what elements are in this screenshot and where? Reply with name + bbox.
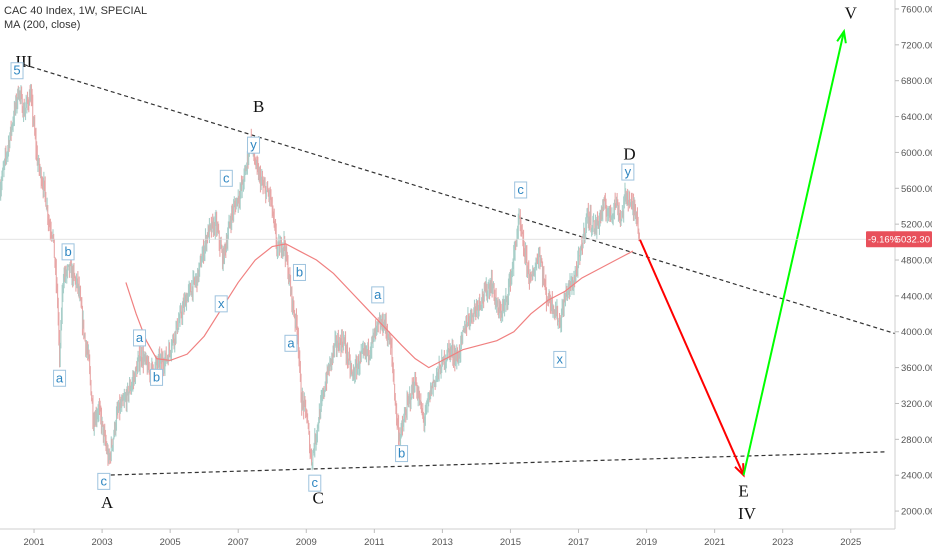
trendline-upper	[23, 63, 896, 335]
wave-label-box	[284, 334, 298, 352]
wave-label-box	[219, 169, 233, 187]
wave-label-major: E	[738, 481, 748, 500]
wave-label-minor: y	[625, 164, 632, 179]
symbol-title: CAC 40 Index, 1W, SPECIAL	[4, 5, 148, 17]
wave-label-minor: x	[218, 296, 225, 311]
x-tick-label: 2025	[840, 537, 861, 548]
wave-label-box	[53, 369, 67, 387]
y-tick-label: 2400.00	[901, 471, 932, 482]
x-tick-label: 2005	[160, 537, 181, 548]
wave-label-minor: 5	[13, 63, 20, 78]
wave-label-minor: y	[250, 137, 257, 152]
y-tick-label: 4800.00	[901, 256, 932, 267]
wave-label-minor: c	[312, 475, 319, 490]
y-tick-label: 6800.00	[901, 76, 932, 87]
wave-label-minor: b	[296, 264, 303, 279]
wave-label-minor: c	[517, 182, 524, 197]
wave-label-minor: c	[101, 473, 108, 488]
wave-label-box	[292, 263, 306, 281]
trendlines	[23, 63, 896, 476]
y-tick-label: 2000.00	[901, 507, 932, 518]
wave-label-box	[308, 474, 322, 492]
wave-label-box	[621, 163, 635, 181]
wave-label-box	[61, 243, 75, 261]
indicator-title: MA (200, close)	[4, 19, 81, 31]
x-tick-label: 2019	[636, 537, 657, 548]
wave-label-box	[553, 350, 567, 368]
x-tick-label: 2023	[772, 537, 793, 548]
price-series	[0, 83, 640, 471]
chart-legend: CAC 40 Index, 1W, SPECIAL MA (200, close…	[4, 4, 147, 32]
wave-label-box	[133, 329, 147, 347]
wave-label-minor: x	[557, 351, 564, 366]
price-tag-bg	[866, 231, 932, 248]
price-value-label: 5032.30	[896, 235, 930, 246]
wave-label-major: A	[101, 493, 114, 512]
x-tick-label: 2021	[704, 537, 725, 548]
wave-label-box	[247, 136, 261, 154]
wave-label-box	[97, 472, 111, 490]
y-tick-label: 4400.00	[901, 291, 932, 302]
wave-label-box	[214, 295, 228, 313]
projection-up-leg	[742, 31, 845, 476]
y-tick-label: 5200.00	[901, 220, 932, 231]
wave-label-major: C	[313, 489, 324, 508]
x-tick-label: 2001	[23, 537, 44, 548]
y-tick-label: 6400.00	[901, 112, 932, 123]
price-change-label: -9.16%	[868, 235, 899, 246]
wave-label-major: D	[623, 144, 635, 163]
wave-label-box	[150, 368, 164, 386]
x-tick-label: 2013	[432, 537, 453, 548]
wave-label-major: IV	[738, 504, 757, 523]
projection-down-leg	[638, 238, 745, 476]
y-tick-label: 6000.00	[901, 148, 932, 159]
wave-label-minor: a	[374, 287, 382, 302]
x-tick-label: 2017	[568, 537, 589, 548]
wave-label-box	[514, 181, 528, 199]
wave-label-box	[371, 286, 385, 304]
ma-200-line	[125, 243, 634, 369]
wave-label-minor: b	[153, 369, 160, 384]
trendline-lower	[103, 451, 885, 476]
price-axis-bg	[895, 0, 932, 550]
wave-label-minor: a	[287, 335, 295, 350]
projection-arrows	[638, 28, 847, 478]
wave-label-minor: a	[56, 370, 64, 385]
x-tick-label: 2007	[228, 537, 249, 548]
wave-label-major: V	[845, 4, 858, 23]
wave-label-minor: b	[398, 446, 405, 461]
wave-label-minor: c	[223, 170, 230, 185]
y-tick-label: 3200.00	[901, 399, 932, 410]
x-tick-label: 2015	[500, 537, 521, 548]
x-tick-label: 2011	[364, 537, 384, 548]
x-tick-label: 2003	[92, 537, 113, 548]
y-tick-label: 4000.00	[901, 327, 932, 338]
wave-label-minor: b	[64, 244, 71, 259]
y-tick-label: 5600.00	[901, 184, 932, 195]
projection-arrowhead	[836, 28, 847, 44]
y-tick-label: 3600.00	[901, 363, 932, 374]
wave-label-minor: a	[136, 330, 144, 345]
wave-label-major: B	[253, 97, 264, 116]
y-tick-label: 7600.00	[901, 4, 932, 15]
time-axis-bg	[0, 529, 932, 550]
wave-label-box	[10, 62, 24, 80]
y-tick-label: 2800.00	[901, 435, 932, 446]
x-tick-label: 2009	[296, 537, 317, 548]
moving-average	[125, 243, 634, 369]
wave-label-box	[395, 445, 409, 463]
y-tick-label: 7200.00	[901, 40, 932, 51]
